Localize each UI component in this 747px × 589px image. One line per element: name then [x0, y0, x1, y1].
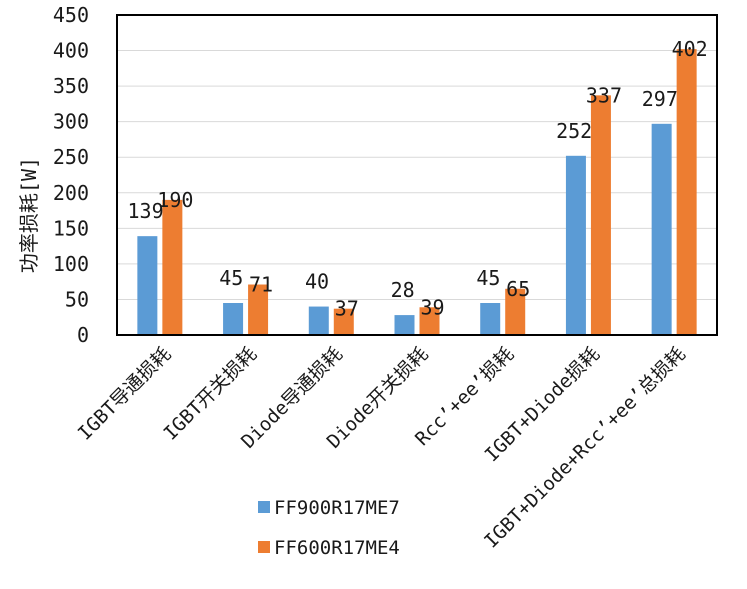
data-label: 252: [556, 119, 592, 143]
y-tick-label: 450: [53, 3, 89, 27]
legend: FF900R17ME7 FF600R17ME4: [258, 497, 400, 559]
bar-series2: [248, 284, 269, 335]
y-tick-label: 150: [53, 216, 89, 240]
data-label: 39: [420, 295, 444, 319]
bar-series2: [333, 308, 354, 335]
data-label: 45: [476, 266, 500, 290]
bar-series2: [676, 49, 697, 336]
y-tick-label: 250: [53, 145, 89, 169]
bar-series1: [394, 315, 415, 335]
legend-swatch: [258, 501, 270, 513]
gridlines: [117, 50, 717, 300]
bar-series2: [419, 307, 440, 335]
bar-series1: [651, 123, 672, 335]
bar-series1: [480, 303, 501, 335]
bars: [137, 49, 697, 336]
data-label: 402: [672, 37, 708, 61]
bar-series2: [505, 288, 526, 335]
x-axis-categories: IGBT导通损耗IGBT开关损耗Diode导通损耗Diode开关损耗Rcc’+e…: [74, 343, 690, 553]
data-label: 28: [391, 278, 415, 302]
bar-series1: [223, 303, 244, 335]
bar-series1: [137, 236, 158, 335]
legend-swatch: [258, 541, 270, 553]
y-tick-label: 300: [53, 110, 89, 134]
y-tick-label: 50: [65, 287, 89, 311]
y-tick-label: 0: [77, 323, 89, 347]
y-axis-ticks: 0 50 100 150 200 250 300 350 400 450: [53, 3, 89, 347]
plot-frame: [116, 14, 718, 336]
y-tick-label: 350: [53, 74, 89, 98]
data-label: 40: [305, 270, 329, 294]
data-label: 297: [642, 87, 678, 111]
data-label: 45: [219, 266, 243, 290]
bar-series2: [162, 199, 183, 335]
data-label: 337: [586, 83, 622, 107]
y-axis-label: 功率损耗[W]: [17, 157, 41, 273]
data-label: 190: [157, 188, 193, 212]
y-tick-label: 400: [53, 39, 89, 63]
bar-series1: [565, 155, 586, 335]
legend-label: FF900R17ME7: [274, 497, 400, 519]
data-label: 65: [506, 277, 530, 301]
legend-label: FF600R17ME4: [274, 537, 400, 559]
data-label: 139: [127, 199, 163, 223]
data-label: 37: [335, 297, 359, 321]
bar-series1: [308, 306, 329, 335]
bar-series2: [590, 95, 611, 335]
y-tick-label: 100: [53, 252, 89, 276]
data-label: 71: [249, 273, 273, 297]
y-tick-label: 200: [53, 181, 89, 205]
